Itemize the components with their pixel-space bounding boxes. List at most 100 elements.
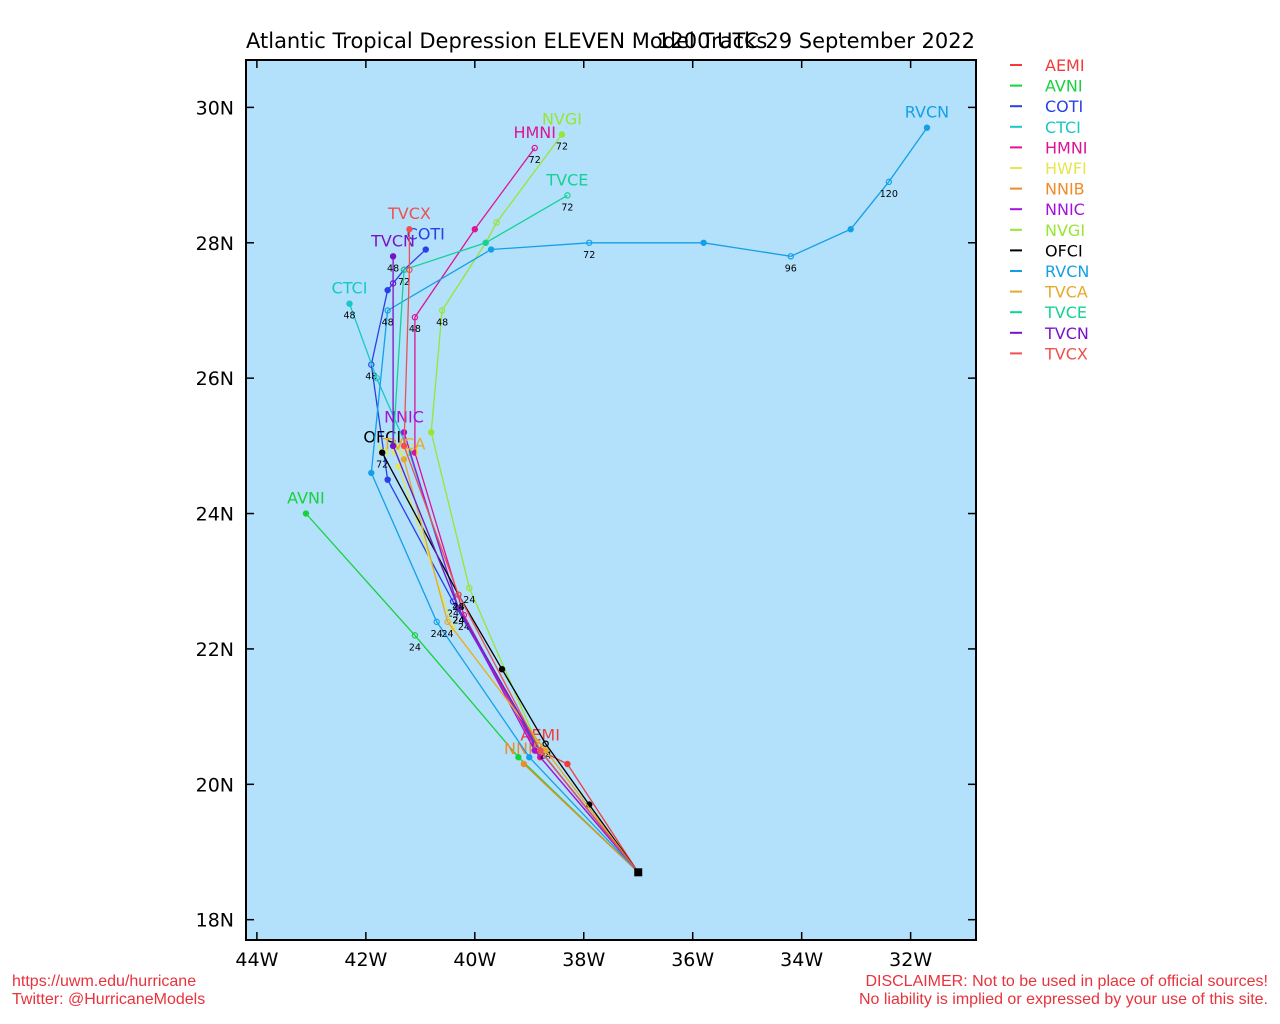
track-point: [558, 131, 566, 138]
track-point: [400, 456, 408, 463]
track-point: [700, 239, 707, 246]
forecast-hour-label: 24: [463, 595, 475, 606]
storm-start-marker: [634, 868, 643, 877]
track-point: [438, 307, 446, 314]
track-point: [520, 760, 528, 768]
y-tick-label: 26N: [196, 368, 234, 390]
legend-label: AVNI: [1045, 77, 1083, 96]
legend-item-nvgi: NVGI: [1010, 221, 1085, 240]
track-point: [923, 124, 931, 131]
track-line: [370, 249, 639, 873]
track-end-label: NNIC: [384, 407, 424, 426]
forecast-hour-label: 48: [409, 324, 421, 335]
footer-twitter[interactable]: Twitter: @HurricaneModels: [12, 991, 206, 1008]
footer-liability: No liability is implied or expressed by …: [858, 991, 1268, 1008]
forecast-hour-label: 48: [436, 317, 448, 328]
track-point: [384, 476, 391, 483]
track-point: [564, 760, 571, 768]
y-tick-label: 24N: [196, 504, 234, 526]
forecast-hour-label: 96: [785, 263, 797, 274]
track-point: [455, 605, 462, 612]
track-point: [498, 666, 506, 673]
axis-ticks: 44W 42W 40W 38W 36W 34W 32W 18N 20N 22N 24N 26N 28N 3…: [196, 60, 976, 971]
track-line: [403, 229, 639, 873]
track-point: [482, 239, 489, 246]
x-tick-label: 44W: [235, 949, 278, 971]
legend-label: HWFI: [1045, 159, 1087, 178]
track-point: [515, 754, 522, 761]
forecast-hour-label: 72: [583, 250, 595, 261]
track-end-label: TVCX: [387, 204, 431, 223]
forecast-hour-label: 24: [452, 615, 464, 626]
forecast-hour-label: 24: [452, 615, 464, 626]
track-point: [455, 591, 462, 598]
legend-item-tvcx: TVCX: [1010, 344, 1088, 363]
track-end-label: HWFI: [378, 441, 420, 460]
forecast-hour-label: 24: [540, 751, 552, 762]
track-point: [389, 253, 397, 260]
y-tick-label: 18N: [196, 910, 234, 932]
forecast-hour-label: 24: [452, 615, 464, 626]
track-point: [471, 226, 479, 233]
legend-label: RVCN: [1045, 262, 1089, 281]
legend-label: HMNI: [1045, 138, 1088, 157]
track-point: [564, 192, 571, 199]
track-end-label: HMNI: [513, 123, 556, 142]
forecast-hour-label: 72: [529, 155, 541, 166]
legend-label: NNIC: [1045, 200, 1085, 219]
legend-item-aemi: AEMI: [1010, 56, 1085, 75]
legend-item-nnic: NNIC: [1010, 200, 1085, 219]
forecast-hour-label: 24: [409, 642, 421, 653]
track-point: [384, 307, 391, 314]
track-point: [406, 266, 413, 274]
track-point: [536, 747, 544, 754]
legend-label: COTI: [1045, 97, 1083, 116]
forecast-hour-label: 24: [442, 629, 454, 640]
track-point: [542, 747, 549, 754]
track-tvcx: 24 TVCX: [387, 204, 639, 873]
chart-title: Atlantic Tropical Depression ELEVEN Mode…: [246, 29, 767, 53]
chart-subtitle: 1200 UTC 29 September 2022: [657, 29, 975, 53]
plot-border: [245, 59, 977, 941]
forecast-hour-label: 72: [376, 460, 388, 471]
track-nvgi: 24 48 72 NVGI: [428, 109, 639, 873]
track-point: [428, 429, 435, 436]
track-point: [422, 246, 429, 253]
legend-label: AEMI: [1045, 56, 1085, 75]
legend-item-ctci: CTCI: [1010, 118, 1081, 137]
track-point: [346, 300, 353, 307]
track-point: [531, 747, 538, 754]
x-tick-label: 34W: [780, 949, 823, 971]
forecast-hour-label: 24: [447, 609, 459, 620]
track-point: [487, 246, 495, 253]
track-point: [493, 219, 500, 226]
legend-item-rvcn: RVCN: [1010, 262, 1089, 281]
track-end-label: CTCI: [332, 279, 368, 298]
track-line: [370, 127, 928, 873]
track-point: [302, 510, 310, 517]
track-end-label: TVCN: [370, 231, 415, 250]
y-tick-label: 30N: [196, 97, 234, 119]
track-rvcn: 24 48 72 96 120 RVCN: [368, 103, 949, 873]
forecast-hour-label: 48: [365, 372, 377, 383]
x-tick-label: 36W: [671, 949, 714, 971]
x-tick-label: 40W: [453, 949, 496, 971]
x-tick-label: 38W: [562, 949, 605, 971]
track-point: [378, 449, 386, 456]
y-tick-label: 20N: [196, 774, 234, 796]
legend-label: NVGI: [1045, 221, 1085, 240]
track-line: [381, 452, 639, 873]
footer-url[interactable]: https://uwm.edu/hurricane: [12, 973, 197, 990]
track-point: [433, 618, 440, 626]
forecast-hour-label: 72: [398, 277, 410, 288]
legend-label: TVCE: [1044, 303, 1087, 322]
track-end-label: OFCI: [363, 428, 401, 447]
legend-item-ofci: OFCI: [1010, 241, 1083, 260]
track-point: [411, 449, 419, 456]
track-point: [542, 740, 549, 747]
legend-item-tvca: TVCA: [1010, 283, 1088, 302]
track-point: [384, 286, 391, 294]
track-point: [411, 632, 419, 639]
track-line: [430, 134, 639, 873]
